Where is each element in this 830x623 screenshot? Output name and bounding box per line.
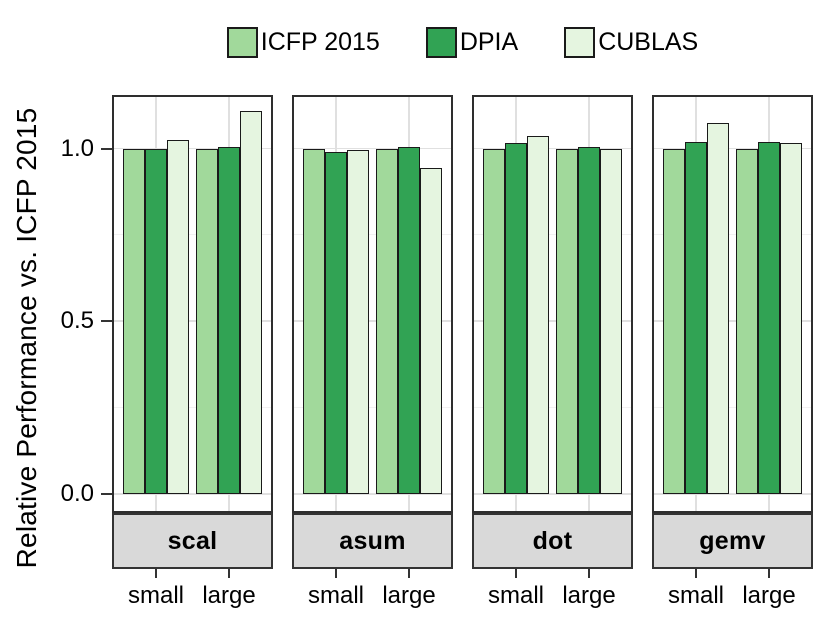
bar-asum-large-cublas — [420, 167, 442, 494]
x-axis-tick — [515, 569, 517, 578]
x-axis-label-small: small — [127, 582, 184, 609]
bar-gemv-large-dpia — [758, 141, 780, 494]
bar-scal-small-cublas — [167, 139, 189, 494]
bar-asum-small-dpia — [325, 152, 347, 494]
facet-panel-scal: scal small large — [112, 95, 273, 617]
bar-gemv-large-cublas — [780, 143, 802, 494]
bar-gemv-small-cublas — [707, 122, 729, 494]
minor-gridline — [654, 234, 811, 236]
x-axis-label-large: large — [382, 582, 436, 609]
bar-gemv-small-icfp-2015 — [663, 148, 685, 494]
major-gridline — [294, 493, 451, 495]
legend: ICFP 2015 DPIA CUBLAS — [112, 24, 813, 60]
legend-item-dpia: DPIA — [425, 26, 519, 58]
bar-dot-large-dpia — [578, 146, 600, 494]
x-axis-label-small: small — [487, 582, 544, 609]
major-gridline — [114, 147, 271, 150]
legend-item-cublas: CUBLAS — [564, 26, 699, 58]
minor-gridline — [294, 234, 451, 236]
plot-area-gemv — [652, 95, 813, 513]
legend-key-swatch — [564, 26, 596, 58]
major-gridline — [654, 493, 811, 495]
minor-gridline — [294, 407, 451, 409]
x-axis-tick — [228, 569, 230, 578]
x-axis-label-large: large — [742, 582, 796, 609]
plot-area-asum — [292, 95, 453, 513]
bar-gemv-small-dpia — [685, 141, 707, 494]
y-axis-tick-label: 0.5 — [60, 307, 94, 335]
x-axis-tick — [408, 569, 410, 578]
bar-scal-small-icfp-2015 — [123, 148, 145, 494]
facet-panel-asum: asum small large — [292, 95, 453, 617]
x-axis-label-small: small — [667, 582, 724, 609]
bar-dot-small-icfp-2015 — [483, 148, 505, 494]
bar-asum-large-icfp-2015 — [376, 148, 398, 494]
facet-strip-dot: dot — [472, 513, 633, 569]
major-gridline — [294, 147, 451, 150]
major-gridline — [654, 147, 811, 150]
facet-strip-scal: scal — [112, 513, 273, 569]
minor-gridline — [114, 234, 271, 236]
minor-gridline — [114, 407, 271, 409]
bar-asum-small-icfp-2015 — [303, 148, 325, 494]
minor-gridline — [474, 234, 631, 236]
legend-key-swatch — [425, 26, 457, 58]
x-axis-label-large: large — [202, 582, 256, 609]
x-axis-tick — [155, 569, 157, 578]
bar-scal-large-cublas — [240, 110, 262, 494]
bar-scal-large-dpia — [218, 146, 240, 494]
major-gridline — [294, 320, 451, 323]
major-gridline — [114, 320, 271, 323]
facet-panel-dot: dot small large — [472, 95, 633, 617]
y-axis-tick-label: 0.0 — [60, 480, 94, 507]
plot-area-dot — [472, 95, 633, 513]
legend-label: CUBLAS — [598, 27, 699, 56]
bar-dot-large-icfp-2015 — [556, 148, 578, 494]
y-axis-tick — [101, 147, 112, 150]
facet-label-scal: scal — [167, 526, 218, 555]
major-gridline — [474, 147, 631, 150]
y-axis-title: Relative Performance vs. ICFP 2015 — [11, 107, 42, 569]
major-gridline — [654, 320, 811, 323]
minor-gridline — [654, 407, 811, 409]
bar-asum-large-dpia — [398, 146, 420, 494]
major-gridline — [474, 320, 631, 323]
x-axis-label-small: small — [307, 582, 364, 609]
facet-label-dot: dot — [532, 526, 573, 555]
x-axis-tick — [768, 569, 770, 578]
facet-panel-gemv: gemv small large — [652, 95, 813, 617]
legend-label: ICFP 2015 — [260, 27, 380, 56]
bar-scal-small-dpia — [145, 148, 167, 494]
bar-dot-small-cublas — [527, 136, 549, 494]
y-axis-tick — [101, 493, 112, 495]
y-axis-tick — [101, 320, 112, 323]
minor-gridline — [474, 407, 631, 409]
bar-gemv-large-icfp-2015 — [736, 148, 758, 494]
major-gridline — [114, 493, 271, 495]
legend-key-swatch — [226, 26, 258, 58]
bar-asum-small-cublas — [347, 150, 369, 494]
bar-scal-large-icfp-2015 — [196, 148, 218, 494]
plot-area-scal — [112, 95, 273, 513]
legend-label: DPIA — [459, 27, 519, 56]
y-axis-tick-label: 1.0 — [60, 134, 94, 162]
x-axis-label-large: large — [562, 582, 616, 609]
x-axis-tick — [695, 569, 697, 578]
bar-dot-large-cublas — [600, 148, 622, 494]
major-gridline — [474, 493, 631, 495]
facet-strip-gemv: gemv — [652, 513, 813, 569]
x-axis-tick — [588, 569, 590, 578]
facet-label-gemv: gemv — [699, 526, 766, 555]
legend-item-icfp-2015: ICFP 2015 — [226, 26, 380, 58]
x-axis-tick — [335, 569, 337, 578]
facet-label-asum: asum — [339, 526, 406, 555]
bar-dot-small-dpia — [505, 143, 527, 494]
facet-strip-asum: asum — [292, 513, 453, 569]
